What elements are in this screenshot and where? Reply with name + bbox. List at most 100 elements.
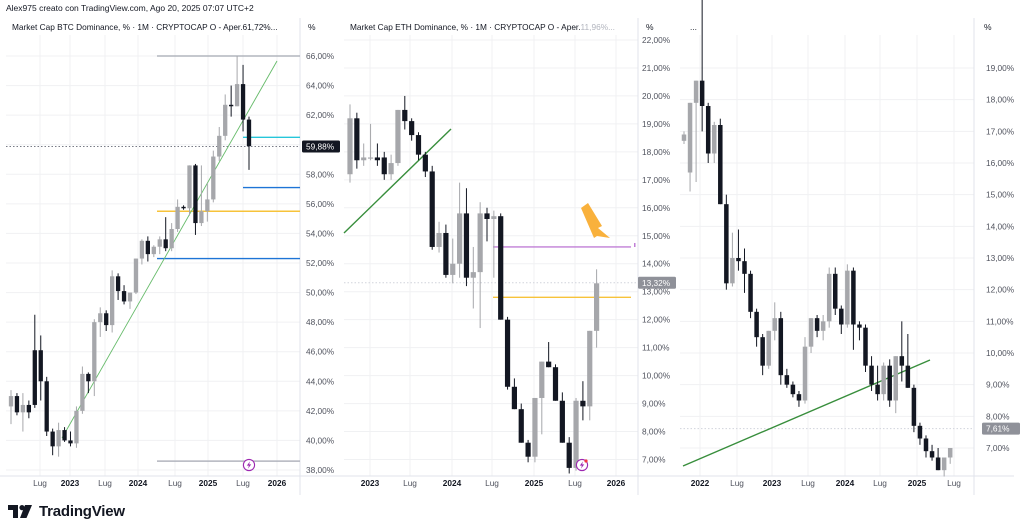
candle-body [833, 273, 838, 309]
lightning-icon [246, 461, 252, 469]
last-price-badge [638, 276, 676, 289]
candle-body [525, 442, 531, 457]
x-tick-label: 2023 [361, 478, 380, 488]
y-tick-label: 12,00% [986, 285, 1015, 295]
last-price-label: 59,88% [306, 141, 335, 151]
y-tick-label: 17,00% [986, 126, 1015, 136]
y-tick-label: 19,00% [642, 119, 671, 129]
candle-body [552, 367, 559, 401]
candle-body [50, 431, 55, 447]
candle-body [402, 109, 408, 122]
x-tick-label: Lug [98, 478, 112, 488]
candle-body [217, 135, 222, 157]
y-tick-label: 17,00% [642, 175, 671, 185]
x-tick-label: Lug [730, 478, 744, 488]
candle-body [681, 134, 687, 141]
y-tick-label: 21,00% [642, 63, 671, 73]
candle-body [778, 318, 784, 376]
x-tick-label: Lug [236, 478, 250, 488]
last-price-badge [302, 140, 340, 153]
y-tick-label: 12,00% [642, 315, 671, 325]
candle-body [760, 337, 765, 366]
y-axis-labels: 66,00%64,00%62,00%60,00%58,00%56,00%54,0… [306, 51, 335, 475]
third-unit-label: % [984, 22, 992, 32]
candle-body [887, 365, 892, 401]
y-tick-label: 58,00% [306, 169, 335, 179]
last-price-label: 13,32% [642, 278, 671, 288]
candle-body [693, 80, 699, 103]
candle-body [594, 283, 600, 331]
y-tick-label: 64,00% [306, 81, 335, 91]
x-tick-label: 2024 [443, 478, 462, 488]
candle-body [839, 308, 844, 325]
candle-body [229, 104, 234, 107]
candle-body [539, 361, 545, 398]
y-tick-label: 13,00% [642, 287, 671, 297]
x-tick-label: 2022 [691, 478, 710, 488]
trendline [343, 128, 452, 234]
candle-body [62, 430, 67, 441]
y-tick-label: 40,00% [306, 435, 335, 445]
candle-body [730, 258, 735, 284]
annotations [680, 359, 974, 467]
eth-title-text: Market Cap ETH Dominance, % · 1M · CRYPT… [350, 22, 581, 32]
y-tick-label: 46,00% [306, 347, 335, 357]
candle-body [748, 273, 753, 312]
candle-body [532, 397, 538, 457]
tradingview-logo[interactable]: TradingView [8, 503, 125, 520]
candle-body [68, 440, 73, 444]
grid-lines [344, 35, 638, 476]
y-axis-labels: 22,00% 21,00% 20,00% 19,00% 18,00% 17,00% 16,0… [642, 35, 671, 465]
candle-body [814, 318, 820, 331]
y-tick-label: 19,00% [986, 63, 1015, 73]
candles [347, 95, 600, 474]
y-tick-label: 20,00% [642, 91, 671, 101]
y-tick-label: 10,00% [986, 348, 1015, 358]
candles [681, 0, 953, 477]
candle-body [941, 457, 947, 471]
grid-lines [680, 35, 974, 476]
candle-body [724, 204, 729, 284]
tradingview-brand: TradingView [39, 503, 125, 520]
y-tick-label: 62,00% [306, 110, 335, 120]
y-tick-label: 11,00% [642, 343, 670, 353]
candle-body [26, 404, 31, 413]
candle-body [718, 125, 723, 205]
x-tick-label: 2023 [61, 478, 80, 488]
candle-body [851, 270, 856, 325]
candle-body [736, 258, 741, 262]
alert-icon [575, 458, 589, 472]
candle-body [175, 206, 180, 229]
candle-body [145, 240, 150, 255]
candle-body [491, 216, 497, 219]
y-tick-label: 9,00% [986, 380, 1010, 390]
candle-body [92, 322, 97, 382]
candle-body [699, 80, 705, 106]
candle-body [104, 313, 109, 326]
candle-body [169, 228, 174, 249]
last-price-label: 7,61% [986, 424, 1010, 434]
candle-body [115, 276, 121, 292]
x-tick-label: 2026 [607, 478, 626, 488]
candle-body [511, 386, 517, 410]
y-tick-label: 22,00% [642, 35, 671, 45]
candle-body [139, 240, 145, 259]
y-tick-label: 14,00% [986, 221, 1015, 231]
candle-body [157, 239, 162, 247]
candle-body [223, 104, 228, 136]
candle-body [56, 430, 61, 447]
x-tick-label: 2024 [836, 478, 855, 488]
x-tick-label: 2025 [525, 478, 544, 488]
candle-body [181, 206, 186, 209]
candle-body [929, 451, 935, 458]
y-tick-label: 18,00% [986, 95, 1015, 105]
y-tick-label: 7,00% [642, 455, 666, 465]
candle-body [463, 213, 470, 278]
y-tick-label: 56,00% [306, 199, 335, 209]
lightning-icon [579, 461, 585, 469]
x-tick-label: Lug [801, 478, 815, 488]
candle-body [240, 84, 246, 120]
y-tick-label: 66,00% [306, 51, 335, 61]
candle-body [20, 404, 26, 413]
